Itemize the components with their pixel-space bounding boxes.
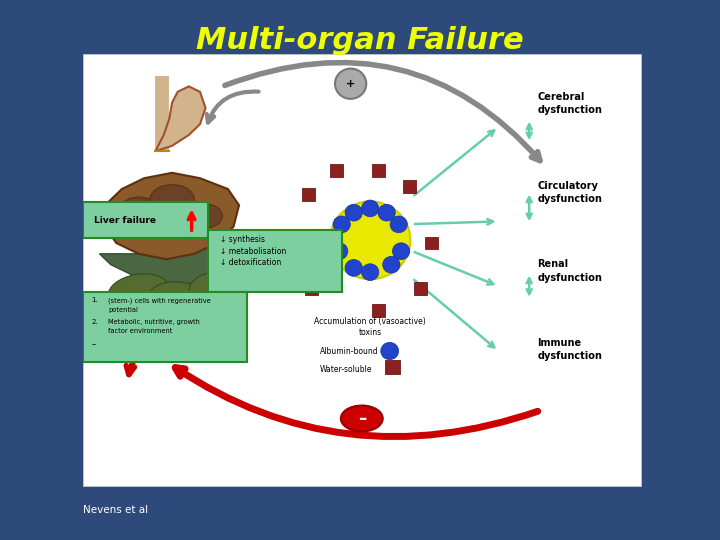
Circle shape <box>392 243 410 260</box>
Text: Multi-organ Failure: Multi-organ Failure <box>196 26 524 55</box>
Bar <box>302 188 315 201</box>
Circle shape <box>361 264 379 281</box>
Text: ↓ metabolisation: ↓ metabolisation <box>220 247 286 255</box>
Text: dysfunction: dysfunction <box>538 194 603 205</box>
Ellipse shape <box>341 406 383 431</box>
Text: ↓ detoxification: ↓ detoxification <box>220 259 281 267</box>
FancyBboxPatch shape <box>83 202 208 238</box>
Polygon shape <box>105 173 239 259</box>
Text: ↓ synthesis: ↓ synthesis <box>220 235 264 244</box>
Text: 1.: 1. <box>91 298 98 303</box>
Text: Immune: Immune <box>538 338 582 348</box>
Circle shape <box>390 216 408 233</box>
FancyBboxPatch shape <box>208 230 342 292</box>
Bar <box>414 282 427 295</box>
Circle shape <box>361 200 379 217</box>
Circle shape <box>383 256 400 273</box>
FancyBboxPatch shape <box>83 292 248 362</box>
Text: dysfunction: dysfunction <box>538 273 603 283</box>
Ellipse shape <box>141 297 192 324</box>
Text: (stem-) cells with regenerative: (stem-) cells with regenerative <box>108 298 211 304</box>
Polygon shape <box>156 86 206 151</box>
Polygon shape <box>99 232 233 286</box>
Text: Liver failure: Liver failure <box>94 216 156 225</box>
Ellipse shape <box>108 274 169 309</box>
Text: toxins: toxins <box>359 328 382 337</box>
Circle shape <box>378 204 395 221</box>
Bar <box>330 164 343 177</box>
Text: Renal: Renal <box>538 259 569 269</box>
Text: –: – <box>91 340 96 349</box>
Ellipse shape <box>150 185 194 215</box>
Circle shape <box>333 216 351 233</box>
Circle shape <box>381 342 399 360</box>
Text: factor environment: factor environment <box>108 328 172 334</box>
Text: +: + <box>346 79 355 89</box>
Text: Albumin-bound: Albumin-bound <box>320 347 379 355</box>
Ellipse shape <box>189 272 233 300</box>
Ellipse shape <box>119 197 158 224</box>
Text: dysfunction: dysfunction <box>538 105 603 116</box>
Ellipse shape <box>189 204 222 228</box>
Text: Nevens et al: Nevens et al <box>83 505 148 515</box>
Text: Water-soluble: Water-soluble <box>320 366 372 374</box>
FancyBboxPatch shape <box>83 54 641 486</box>
Text: dysfunction: dysfunction <box>538 351 603 361</box>
Ellipse shape <box>150 282 205 312</box>
Bar <box>385 360 400 374</box>
Circle shape <box>345 260 362 276</box>
Bar <box>425 237 438 249</box>
Ellipse shape <box>105 296 150 320</box>
Circle shape <box>345 204 362 221</box>
Bar <box>305 282 318 295</box>
Text: potential: potential <box>108 307 138 313</box>
Bar <box>300 234 312 247</box>
Bar <box>402 180 416 193</box>
Text: –: – <box>358 409 366 428</box>
Circle shape <box>335 69 366 99</box>
Bar <box>372 304 385 317</box>
Circle shape <box>330 243 348 260</box>
Text: Accumulation of (vasoactive): Accumulation of (vasoactive) <box>315 317 426 326</box>
Circle shape <box>330 201 410 279</box>
Bar <box>372 164 385 177</box>
Text: Cerebral: Cerebral <box>538 92 585 102</box>
Text: 2.: 2. <box>91 319 98 325</box>
Text: Metabolic, nutritive, growth: Metabolic, nutritive, growth <box>108 319 199 325</box>
Text: Circulatory: Circulatory <box>538 181 598 191</box>
